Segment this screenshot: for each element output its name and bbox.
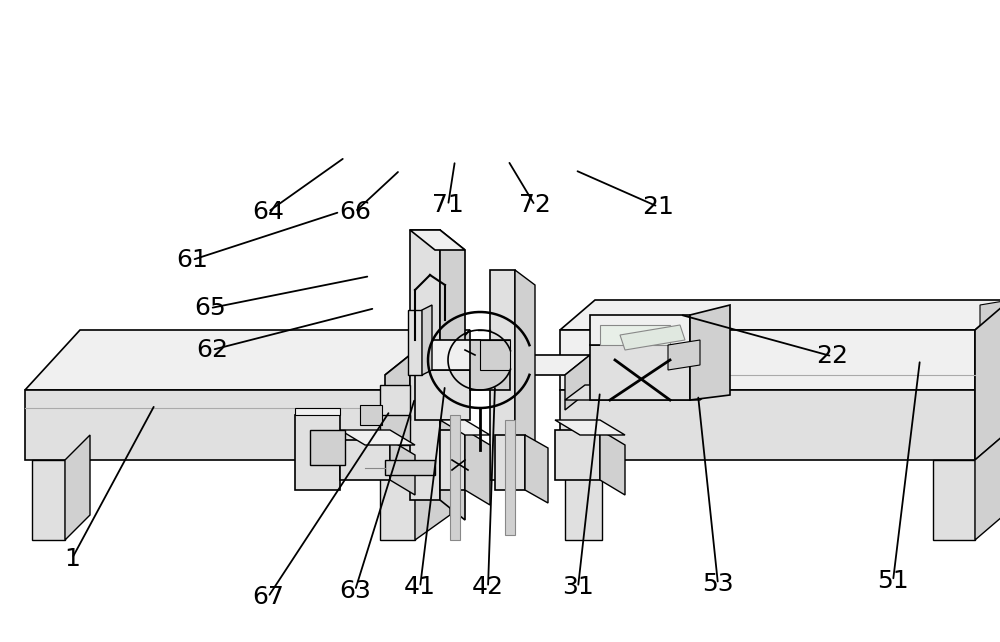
Text: 66: 66 (339, 200, 371, 224)
Polygon shape (470, 340, 510, 390)
Polygon shape (600, 325, 670, 345)
Polygon shape (590, 345, 690, 400)
Polygon shape (80, 330, 110, 400)
Text: 62: 62 (196, 338, 228, 362)
Polygon shape (565, 385, 720, 400)
Polygon shape (933, 460, 975, 540)
Polygon shape (440, 430, 465, 490)
Polygon shape (340, 440, 390, 480)
Polygon shape (440, 230, 465, 520)
Polygon shape (565, 355, 590, 410)
Text: 72: 72 (519, 193, 551, 218)
Polygon shape (560, 300, 1000, 330)
Polygon shape (415, 370, 470, 420)
Polygon shape (560, 390, 975, 460)
Polygon shape (555, 420, 625, 435)
Text: 51: 51 (877, 569, 909, 593)
Polygon shape (440, 420, 490, 435)
Polygon shape (465, 430, 490, 505)
Polygon shape (495, 435, 525, 490)
Polygon shape (450, 415, 460, 540)
Polygon shape (408, 310, 422, 375)
Polygon shape (380, 460, 415, 540)
Polygon shape (415, 435, 450, 540)
Text: 21: 21 (642, 195, 674, 219)
Polygon shape (555, 430, 600, 480)
Polygon shape (415, 330, 470, 460)
Polygon shape (295, 415, 340, 490)
Polygon shape (490, 270, 515, 480)
Text: 1: 1 (64, 546, 80, 571)
Polygon shape (32, 460, 65, 540)
Polygon shape (515, 270, 535, 495)
Polygon shape (385, 460, 435, 475)
Polygon shape (385, 355, 590, 375)
Polygon shape (415, 340, 480, 370)
Polygon shape (340, 430, 415, 445)
Polygon shape (620, 325, 685, 350)
Polygon shape (390, 440, 415, 495)
Polygon shape (525, 435, 548, 503)
Polygon shape (560, 330, 975, 390)
Text: 63: 63 (339, 578, 371, 603)
Polygon shape (980, 300, 1000, 380)
Polygon shape (435, 330, 465, 400)
Polygon shape (975, 300, 1000, 460)
Polygon shape (380, 415, 410, 445)
Text: 64: 64 (252, 200, 284, 224)
Text: 61: 61 (176, 248, 208, 272)
Text: 53: 53 (702, 572, 734, 596)
Text: 67: 67 (252, 585, 284, 609)
Text: 65: 65 (194, 296, 226, 320)
Polygon shape (310, 430, 345, 465)
Text: 42: 42 (472, 575, 504, 600)
Polygon shape (360, 405, 382, 425)
Polygon shape (600, 430, 625, 495)
Polygon shape (25, 390, 415, 460)
Polygon shape (410, 230, 465, 250)
Text: 22: 22 (816, 344, 848, 369)
Text: 41: 41 (404, 575, 436, 600)
Text: 71: 71 (432, 193, 464, 218)
Polygon shape (690, 305, 730, 400)
Polygon shape (385, 355, 410, 415)
Polygon shape (505, 420, 515, 535)
Polygon shape (380, 385, 410, 420)
Polygon shape (25, 330, 470, 390)
Polygon shape (65, 435, 90, 540)
Polygon shape (422, 305, 432, 375)
Polygon shape (480, 340, 510, 370)
Polygon shape (975, 430, 1000, 540)
Polygon shape (565, 460, 602, 540)
Text: 31: 31 (562, 575, 594, 600)
Polygon shape (295, 408, 340, 415)
Polygon shape (590, 315, 690, 345)
Polygon shape (410, 230, 440, 500)
Polygon shape (668, 340, 700, 370)
